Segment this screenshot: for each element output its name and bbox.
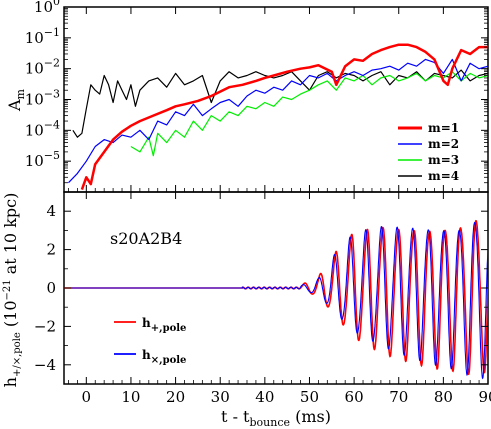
y-tick-label: −4 (34, 356, 56, 374)
x-tick-label: 30 (211, 388, 230, 406)
bottom-series-group (64, 219, 488, 380)
x-tick-label: 0 (82, 388, 92, 406)
x-tick-label: 90 (478, 388, 491, 406)
x-tick-label: 10 (121, 388, 140, 406)
bottom-y-axis-title: h+/×,pole (10−21 at 10 kpc) (1, 193, 23, 388)
legend-label: h+,pole (142, 316, 186, 334)
y-tick-label: 0 (46, 279, 56, 297)
x-tick-label: 40 (255, 388, 274, 406)
amplitude-panel: 100 10−1 10−2 10−3 10−4 10−5 m=1 m=2 m=3 m=4 Am (5, 0, 489, 193)
top-x-ticks (68, 7, 489, 192)
y-tick-label: 2 (46, 241, 56, 259)
top-series-group (68, 43, 488, 191)
series-line-m=3 (130, 71, 488, 157)
x-tick-label: 80 (434, 388, 453, 406)
x-tick-label: 20 (166, 388, 185, 406)
legend-label: h×,pole (142, 348, 186, 366)
series-line-m=2 (68, 58, 488, 184)
y-tick-label: 10−2 (25, 57, 60, 78)
bottom-legend: h+,pole h×,pole (114, 316, 186, 366)
y-tick-label: 10−5 (25, 149, 60, 170)
bottom-y-ticks: 4 2 0 −2 −4 (34, 191, 488, 385)
legend-label: m=1 (428, 121, 459, 135)
x-axis-title: t - tbounce (ms) (221, 407, 331, 429)
top-y-ticks: 100 10−1 10−2 10−3 10−4 10−5 (25, 0, 488, 184)
top-plot-frame (63, 6, 489, 193)
waveform-cross (64, 222, 488, 380)
legend-label: m=2 (428, 137, 459, 151)
y-tick-label: 10−3 (25, 88, 60, 109)
legend-label: m=3 (428, 153, 459, 167)
y-tick-label: 10−4 (25, 118, 60, 139)
x-tick-label: 50 (300, 388, 319, 406)
legend-label: m=4 (428, 169, 459, 183)
series-line-m=1 (80, 43, 488, 191)
y-tick-label: 4 (46, 202, 56, 220)
bottom-x-ticks: 0 10 20 30 40 50 60 70 80 90 (68, 192, 491, 406)
y-tick-label: 10−1 (25, 26, 60, 47)
x-tick-label: 60 (345, 388, 364, 406)
x-tick-label: 70 (389, 388, 408, 406)
top-y-axis-title: Am (5, 88, 27, 112)
strain-panel: 420−2−4 0102030405060708090 h+,poleh×,po… (1, 191, 491, 429)
top-legend: m=1 m=2 m=3 m=4 (398, 121, 459, 183)
y-tick-label: 100 (34, 0, 60, 16)
y-tick-label: −2 (34, 317, 56, 335)
panel-annotation: s20A2B4 (110, 229, 182, 248)
